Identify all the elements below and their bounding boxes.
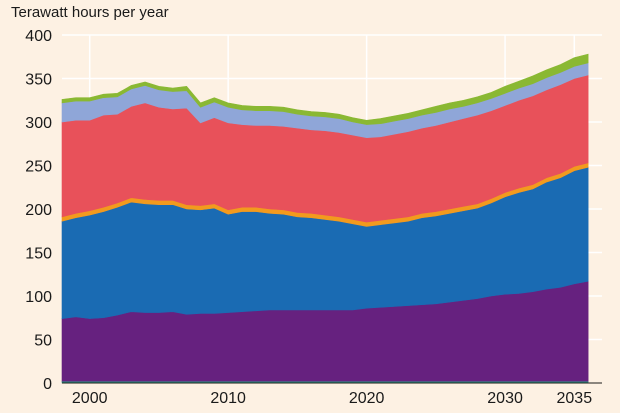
y-axis-label: Terawatt hours per year [11,4,169,21]
x-tick-label: 2035 [557,390,593,407]
y-tick-label: 150 [25,246,52,263]
y-tick-label: 50 [34,333,52,350]
x-tick-label: 2000 [72,390,108,407]
x-tick-label: 2020 [349,390,385,407]
y-tick-label: 100 [25,289,52,306]
series-area-7 [61,53,589,125]
y-tick-label: 300 [25,115,52,132]
y-tick-label: 0 [43,376,52,393]
y-tick-label: 400 [25,28,52,45]
y-tick-label: 250 [25,159,52,176]
x-axis-ticks: 2000 2010 2020 2030 2035 [72,390,592,407]
series-areas [61,53,589,384]
y-tick-label: 350 [25,72,52,89]
x-tick-label: 2030 [487,390,523,407]
y-tick-label: 200 [25,202,52,219]
x-tick-label: 2010 [210,390,246,407]
y-axis-ticks: 0 50 100 150 200 250 300 350 400 [25,28,52,393]
